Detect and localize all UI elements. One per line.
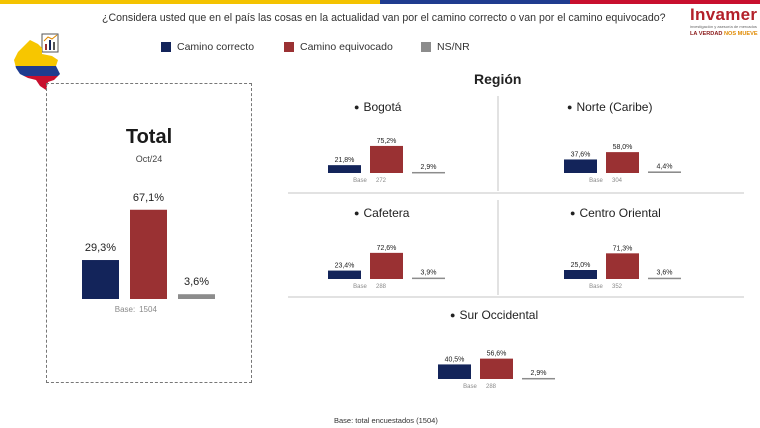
legend-label-nsnr: NS/NR	[437, 41, 470, 53]
sur-bar-equivocado	[480, 358, 513, 379]
cafetera-base-value: 288	[376, 284, 387, 290]
cafetera-bar-chart: 23,4% 72,6% 3,9% Base 288	[328, 245, 445, 290]
sur-occidental-bar-chart: 40,5% 56,6% 2,9% Base 288	[438, 351, 555, 390]
panel-title-bogota-label: Bogotá	[363, 100, 402, 114]
legend-swatch-correcto	[161, 42, 171, 52]
centro-value-label-correcto: 25,0%	[571, 262, 591, 269]
centro-value-label-nsnr: 3,6%	[657, 270, 673, 277]
bullet-icon: ●	[354, 208, 360, 218]
panel-title-norte-label: Norte (Caribe)	[576, 100, 653, 114]
legend-label-equivocado: Camino equivocado	[300, 41, 393, 53]
sur-value-label-nsnr: 2,9%	[531, 370, 547, 377]
legend-label-correcto: Camino correcto	[177, 41, 255, 53]
region-divider-vertical-top	[497, 96, 499, 191]
panel-title-bogota: ● Bogotá	[354, 100, 401, 114]
total-period: Oct/24	[135, 154, 163, 164]
panel-title-norte: ● Norte (Caribe)	[567, 100, 652, 114]
total-bar-chart: 29,3% 67,1% 3,6% Base: 1504	[82, 192, 215, 314]
sur-base-label: Base	[463, 384, 477, 390]
total-value-label-nsnr: 3,6%	[184, 276, 209, 288]
norte-base-label: Base	[589, 178, 603, 184]
panel-title-sur: ● Sur Occidental	[450, 308, 538, 322]
cafetera-value-label-correcto: 23,4%	[335, 263, 355, 270]
chart-report-icon	[41, 33, 59, 53]
legend-item-correcto: Camino correcto	[161, 41, 254, 53]
norte-value-label-correcto: 37,6%	[571, 151, 591, 158]
logo-name: Invamer	[690, 5, 758, 24]
norte-bar-equivocado	[606, 152, 639, 173]
bogota-value-label-nsnr: 2,9%	[421, 164, 437, 171]
cafetera-value-label-nsnr: 3,9%	[421, 270, 437, 277]
legend-item-nsnr: NS/NR	[421, 41, 470, 53]
sur-bar-correcto	[438, 364, 471, 379]
bogota-bar-equivocado	[370, 145, 403, 173]
total-bar-equivocado	[130, 209, 167, 299]
bogota-base-label: Base	[353, 178, 367, 184]
centro-oriental-bar-chart: 25,0% 71,3% 3,6% Base 352	[564, 245, 681, 290]
logo-tagline-part2: NOS MUEVE	[724, 31, 758, 37]
bogota-base-value: 272	[376, 178, 387, 184]
region-divider-horizontal-1	[288, 192, 744, 194]
region-divider-horizontal-2	[288, 296, 744, 298]
centro-bar-nsnr	[648, 277, 681, 280]
sur-bar-nsnr	[522, 377, 555, 380]
centro-base-label: Base	[589, 284, 603, 290]
total-title: Total	[125, 126, 173, 148]
norte-base-value: 304	[612, 178, 623, 184]
sur-value-label-equivocado: 56,6%	[487, 351, 507, 358]
total-panel: Total Oct/24	[46, 83, 252, 383]
centro-base-value: 352	[612, 284, 623, 290]
total-bar-nsnr	[178, 294, 215, 299]
panel-title-sur-label: Sur Occidental	[459, 308, 539, 322]
top-color-stripe	[0, 0, 760, 4]
logo-tagline: LA VERDAD NOS MUEVE	[690, 30, 758, 38]
panel-title-centro-label: Centro Oriental	[579, 206, 661, 220]
panel-title-cafetera: ● Cafetera	[354, 206, 409, 220]
cafetera-base-label: Base	[353, 284, 367, 290]
bogota-value-label-correcto: 21,8%	[335, 157, 355, 164]
panel-title-centro: ● Centro Oriental	[570, 206, 661, 220]
norte-bar-correcto	[564, 159, 597, 173]
company-logo: Invamer investigación y asesoría de merc…	[690, 5, 758, 46]
bullet-icon: ●	[354, 102, 360, 112]
bullet-icon: ●	[450, 310, 456, 320]
sur-base-value: 288	[486, 384, 497, 390]
colombia-map-icon	[14, 33, 60, 90]
total-base-label: Base:	[115, 305, 135, 314]
cafetera-bar-equivocado	[370, 252, 403, 279]
total-value-label-equivocado: 67,1%	[133, 192, 164, 204]
bogota-bar-correcto	[328, 165, 361, 173]
cafetera-bar-nsnr	[412, 277, 445, 280]
footnote: Base: total encuestados (1504)	[334, 416, 438, 425]
norte-value-label-nsnr: 4,4%	[657, 163, 673, 170]
total-bar-correcto	[82, 260, 119, 299]
cafetera-value-label-equivocado: 72,6%	[377, 245, 397, 252]
norte-bar-nsnr	[648, 171, 681, 173]
bogota-value-label-equivocado: 75,2%	[377, 138, 397, 145]
centro-bar-equivocado	[606, 253, 639, 279]
region-divider-vertical-mid	[497, 200, 499, 295]
centro-value-label-equivocado: 71,3%	[613, 245, 633, 252]
legend-item-equivocado: Camino equivocado	[284, 41, 393, 53]
total-base-value: 1504	[139, 305, 157, 314]
bogota-bar-chart: 21,8% 75,2% 2,9% Base 272	[328, 138, 445, 184]
legend-swatch-equivocado	[284, 42, 294, 52]
sur-value-label-correcto: 40,5%	[445, 356, 465, 363]
total-value-label-correcto: 29,3%	[85, 242, 116, 254]
norte-bar-chart: 37,6% 58,0% 4,4% Base 304	[564, 144, 681, 184]
logo-tagline-part1: LA VERDAD	[690, 31, 723, 37]
cafetera-bar-correcto	[328, 270, 361, 279]
logo-subtitle: investigación y asesoría de mercados	[690, 24, 757, 29]
bullet-icon: ●	[570, 208, 576, 218]
region-title: Región	[474, 71, 522, 87]
legend-swatch-nsnr	[421, 42, 431, 52]
bullet-icon: ●	[567, 102, 573, 112]
survey-question: ¿Considera usted que en el país las cosa…	[102, 12, 666, 24]
bogota-bar-nsnr	[412, 171, 445, 174]
panel-title-cafetera-label: Cafetera	[363, 206, 410, 220]
norte-value-label-equivocado: 58,0%	[613, 144, 633, 151]
centro-bar-correcto	[564, 270, 597, 279]
